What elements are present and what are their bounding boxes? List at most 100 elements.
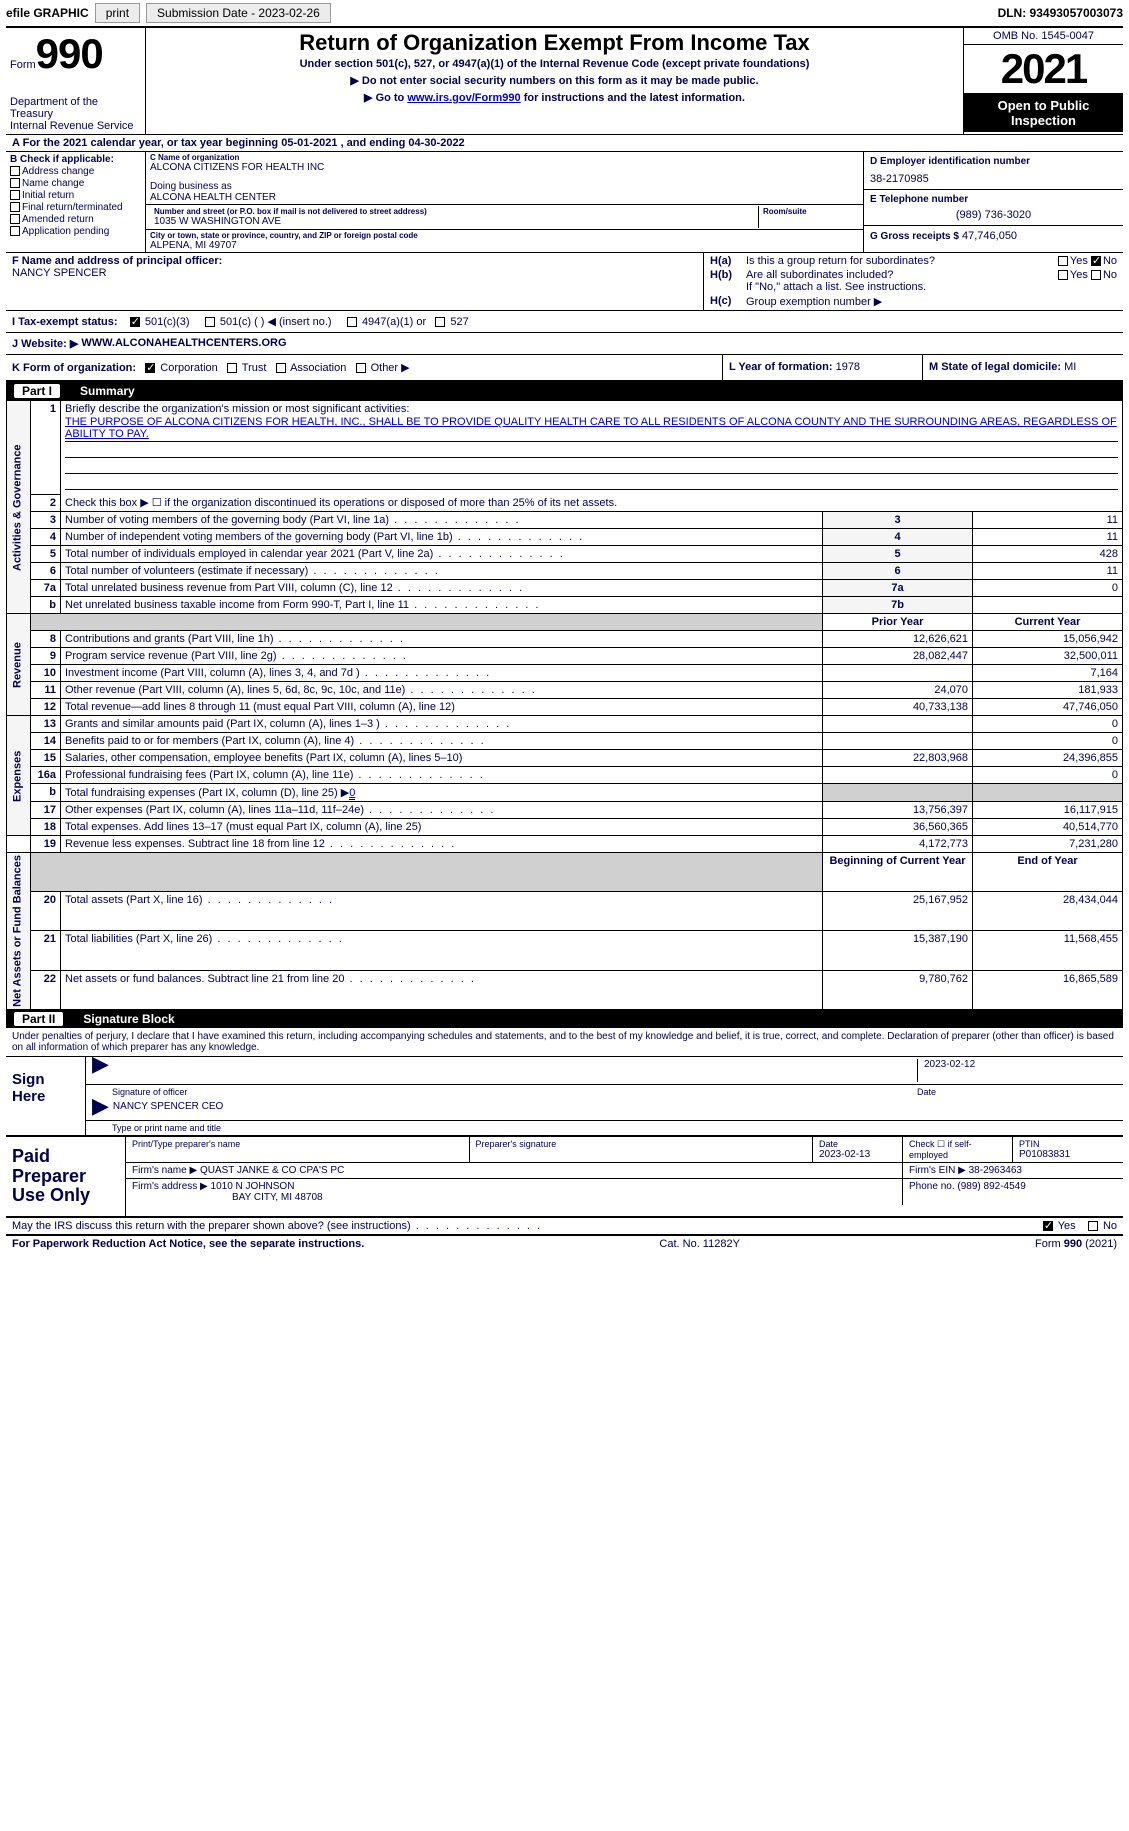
vtab-expenses: Expenses xyxy=(7,716,31,836)
arrow-icon: ▶ xyxy=(92,1101,109,1118)
efile-label: efile GRAPHIC xyxy=(6,6,89,20)
ptin-value: P01083831 xyxy=(1019,1149,1117,1160)
chk-amended-return[interactable]: Amended return xyxy=(10,214,141,225)
chk-app-pending[interactable]: Application pending xyxy=(10,226,141,237)
period-text1: For the 2021 calendar year, or tax year … xyxy=(23,137,282,149)
prep-self-employed[interactable]: Check ☐ if self-employed xyxy=(903,1137,1013,1162)
line-9: Program service revenue (Part VIII, line… xyxy=(61,648,823,665)
chk-name-change[interactable]: Name change xyxy=(10,178,141,189)
sig-date-label: Date xyxy=(917,1087,1117,1097)
firm-name: QUAST JANKE & CO CPA'S PC xyxy=(200,1165,344,1176)
line-20: Total assets (Part X, line 16) xyxy=(61,892,823,931)
part-1-title: Summary xyxy=(80,384,135,398)
line-8-curr: 15,056,942 xyxy=(973,631,1123,648)
chk-final-return[interactable]: Final return/terminated xyxy=(10,202,141,213)
line-17-curr: 16,117,915 xyxy=(973,802,1123,819)
line-22-prior: 9,780,762 xyxy=(823,970,973,1009)
line-16b-link[interactable]: 0 xyxy=(349,787,355,800)
discuss-row: May the IRS discuss this return with the… xyxy=(6,1218,1123,1236)
line-16b: Total fundraising expenses (Part IX, col… xyxy=(61,784,823,802)
line-13: Grants and similar amounts paid (Part IX… xyxy=(61,716,823,733)
section-c: C Name of organization ALCONA CITIZENS F… xyxy=(146,152,863,252)
chk-501c[interactable]: 501(c) ( ) ◀ (insert no.) xyxy=(205,316,332,328)
line-10: Investment income (Part VIII, column (A)… xyxy=(61,665,823,682)
chk-527[interactable]: 527 xyxy=(435,316,468,328)
line-4: Number of independent voting members of … xyxy=(61,529,823,546)
chk-501c3[interactable]: 501(c)(3) xyxy=(130,316,190,328)
chk-corp[interactable]: Corporation xyxy=(145,362,218,374)
line-14-curr: 0 xyxy=(973,733,1123,750)
identity-block: B Check if applicable: Address change Na… xyxy=(6,152,1123,253)
hb-yes[interactable]: Yes xyxy=(1058,269,1088,281)
state-domicile: MI xyxy=(1064,361,1076,373)
line-11: Other revenue (Part VIII, column (A), li… xyxy=(61,682,823,699)
line-20-curr: 28,434,044 xyxy=(973,892,1123,931)
open-to-public: Open to Public Inspection xyxy=(964,94,1123,132)
section-b: B Check if applicable: Address change Na… xyxy=(6,152,146,252)
chk-trust[interactable]: Trust xyxy=(227,362,267,374)
line-7b: Net unrelated business taxable income fr… xyxy=(61,597,823,614)
form-number: 990 xyxy=(36,30,103,77)
line-4-val: 11 xyxy=(973,529,1123,546)
line-15: Salaries, other compensation, employee b… xyxy=(61,750,823,767)
line-13-prior xyxy=(823,716,973,733)
submission-date-button[interactable]: Submission Date - 2023-02-26 xyxy=(146,3,331,23)
ptin-label: PTIN xyxy=(1019,1139,1117,1149)
line-9-prior: 28,082,447 xyxy=(823,648,973,665)
print-button[interactable]: print xyxy=(95,3,140,23)
form990-link[interactable]: www.irs.gov/Form990 xyxy=(407,92,520,104)
mission-text[interactable]: THE PURPOSE OF ALCONA CITIZENS FOR HEALT… xyxy=(65,416,1117,440)
paperwork-notice: For Paperwork Reduction Act Notice, see … xyxy=(12,1238,364,1250)
section-klm: K Form of organization: Corporation Trus… xyxy=(6,355,1123,382)
line-22: Net assets or fund balances. Subtract li… xyxy=(61,970,823,1009)
chk-address-change[interactable]: Address change xyxy=(10,166,141,177)
arrow-icon: ▶ xyxy=(92,1059,109,1082)
line-3-val: 11 xyxy=(973,512,1123,529)
sign-here-label: Sign Here xyxy=(6,1057,86,1135)
discuss-no[interactable]: No xyxy=(1088,1220,1117,1232)
line-22-curr: 16,865,589 xyxy=(973,970,1123,1009)
discuss-yes[interactable]: Yes xyxy=(1043,1220,1076,1232)
firm-ein: 38-2963463 xyxy=(969,1165,1022,1176)
line-7b-val xyxy=(973,597,1123,614)
line-8: Contributions and grants (Part VIII, lin… xyxy=(61,631,823,648)
line-8-prior: 12,626,621 xyxy=(823,631,973,648)
header-center: Return of Organization Exempt From Incom… xyxy=(146,28,963,134)
line-19-curr: 7,231,280 xyxy=(973,836,1123,853)
prep-name-label: Print/Type preparer's name xyxy=(132,1139,463,1149)
line-18-curr: 40,514,770 xyxy=(973,819,1123,836)
website-value: WWW.ALCONAHEALTHCENTERS.ORG xyxy=(81,337,286,350)
chk-other[interactable]: Other ▶ xyxy=(356,362,410,374)
preparer-header: Paid Preparer Use Only xyxy=(6,1137,126,1216)
top-toolbar: efile GRAPHIC print Submission Date - 20… xyxy=(0,0,1129,26)
section-d: D Employer identification number 38-2170… xyxy=(863,152,1123,252)
chk-initial-return[interactable]: Initial return xyxy=(10,190,141,201)
section-i: I Tax-exempt status: 501(c)(3) 501(c) ( … xyxy=(6,311,1123,333)
prep-date-val: 2023-02-13 xyxy=(819,1149,896,1160)
hdr-current-year: Current Year xyxy=(973,614,1123,631)
line-6: Total number of volunteers (estimate if … xyxy=(61,563,823,580)
dln-label: DLN: 93493057003073 xyxy=(998,6,1123,20)
ha-yes[interactable]: Yes xyxy=(1058,255,1088,267)
hb-no[interactable]: No xyxy=(1091,269,1117,281)
line-16a-curr: 0 xyxy=(973,767,1123,784)
hb-label: H(b) xyxy=(710,269,746,281)
period-text2: , and ending xyxy=(341,137,409,149)
firm-ein-label: Firm's EIN ▶ xyxy=(909,1165,966,1176)
tel-value: (989) 736-3020 xyxy=(870,209,1117,221)
note2-post: for instructions and the latest informat… xyxy=(521,92,745,104)
part-2-title: Signature Block xyxy=(83,1012,174,1026)
summary-table: Activities & Governance 1 Briefly descri… xyxy=(6,400,1123,1010)
chk-4947[interactable]: 4947(a)(1) or xyxy=(347,316,426,328)
k-label: K Form of organization: xyxy=(12,362,136,374)
chk-assoc[interactable]: Association xyxy=(276,362,347,374)
ha-no[interactable]: No xyxy=(1091,255,1117,267)
hc-label: H(c) xyxy=(710,295,746,308)
header-right: OMB No. 1545-0047 2021 Open to Public In… xyxy=(963,28,1123,134)
line-15-prior: 22,803,968 xyxy=(823,750,973,767)
sig-date-value: 2023-02-12 xyxy=(917,1059,1117,1082)
line-10-prior xyxy=(823,665,973,682)
prep-sig-label: Preparer's signature xyxy=(476,1139,807,1149)
line-11-prior: 24,070 xyxy=(823,682,973,699)
firm-addr-label: Firm's address ▶ xyxy=(132,1181,208,1192)
